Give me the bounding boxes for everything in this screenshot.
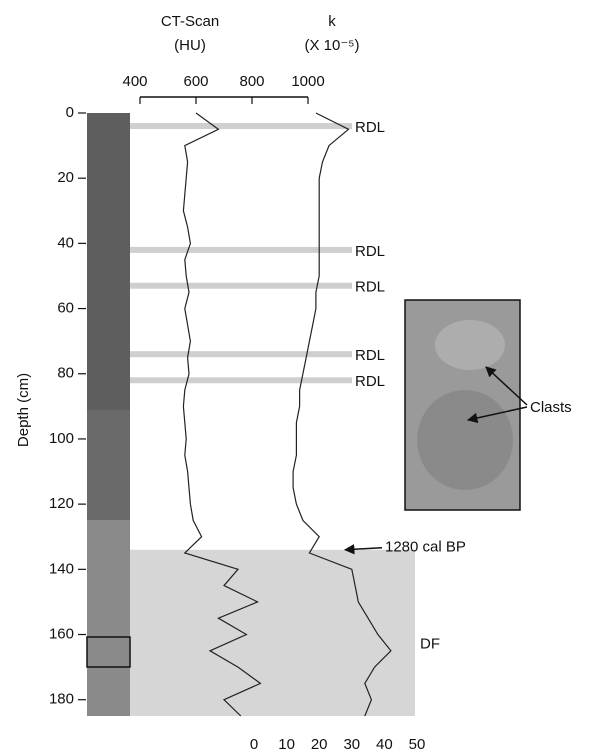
x2-tick-label: 20 <box>311 736 328 753</box>
inset-label: Clasts <box>530 399 572 416</box>
y-tick-label: 60 <box>57 300 74 317</box>
core-image <box>87 113 130 410</box>
y-tick-label: 20 <box>57 169 74 186</box>
rdl-label: RDL <box>355 119 385 136</box>
rdl-label: RDL <box>355 243 385 260</box>
x2-tick-label: 30 <box>343 736 360 753</box>
rdl-label: RDL <box>355 279 385 296</box>
x-tick-label: 1000 <box>291 73 324 90</box>
rdl-label: RDL <box>355 373 385 390</box>
y-tick-label: 40 <box>57 234 74 251</box>
series-line <box>182 112 262 717</box>
x2-tick-label: 0 <box>250 736 258 753</box>
x-tick-label: 800 <box>239 73 264 90</box>
series-line <box>292 112 392 717</box>
y-tick-label: 0 <box>66 104 74 121</box>
rdl-label: RDL <box>355 347 385 364</box>
x-axis-label: CT-Scan <box>161 13 219 30</box>
core-image <box>87 410 130 520</box>
arrow <box>466 406 528 424</box>
x2-tick-label: 10 <box>278 736 295 753</box>
y-tick-label: 80 <box>57 365 74 382</box>
df-label: DF <box>420 635 440 652</box>
x-tick-label: 400 <box>122 73 147 90</box>
x2-tick-label: 50 <box>409 736 426 753</box>
rdl-band <box>130 377 352 384</box>
y-axis-label: Depth (cm) <box>15 373 32 447</box>
rdl-band <box>130 123 352 130</box>
rdl-band <box>130 351 352 358</box>
y-tick-label: 160 <box>49 625 74 642</box>
x2-axis-label: (X 10⁻⁵) <box>305 37 360 54</box>
rdl-band <box>130 282 352 289</box>
inset-clast <box>417 390 513 490</box>
df-zone <box>130 549 415 716</box>
x-axis-label: (HU) <box>174 37 206 54</box>
background-layer <box>130 123 415 716</box>
core-box <box>86 636 131 668</box>
date-label: 1280 cal BP <box>385 539 466 556</box>
y-tick-label: 180 <box>49 691 74 708</box>
rdl-band <box>130 246 352 253</box>
inset-clast <box>435 320 505 370</box>
x2-axis-label: k <box>328 13 336 30</box>
x2-tick-label: 40 <box>376 736 393 753</box>
arrow <box>343 544 383 555</box>
y-tick-label: 140 <box>49 560 74 577</box>
core-image <box>87 520 130 716</box>
y-tick-label: 100 <box>49 430 74 447</box>
y-tick-label: 120 <box>49 495 74 512</box>
arrow <box>485 366 528 406</box>
x-tick-label: 600 <box>183 73 208 90</box>
